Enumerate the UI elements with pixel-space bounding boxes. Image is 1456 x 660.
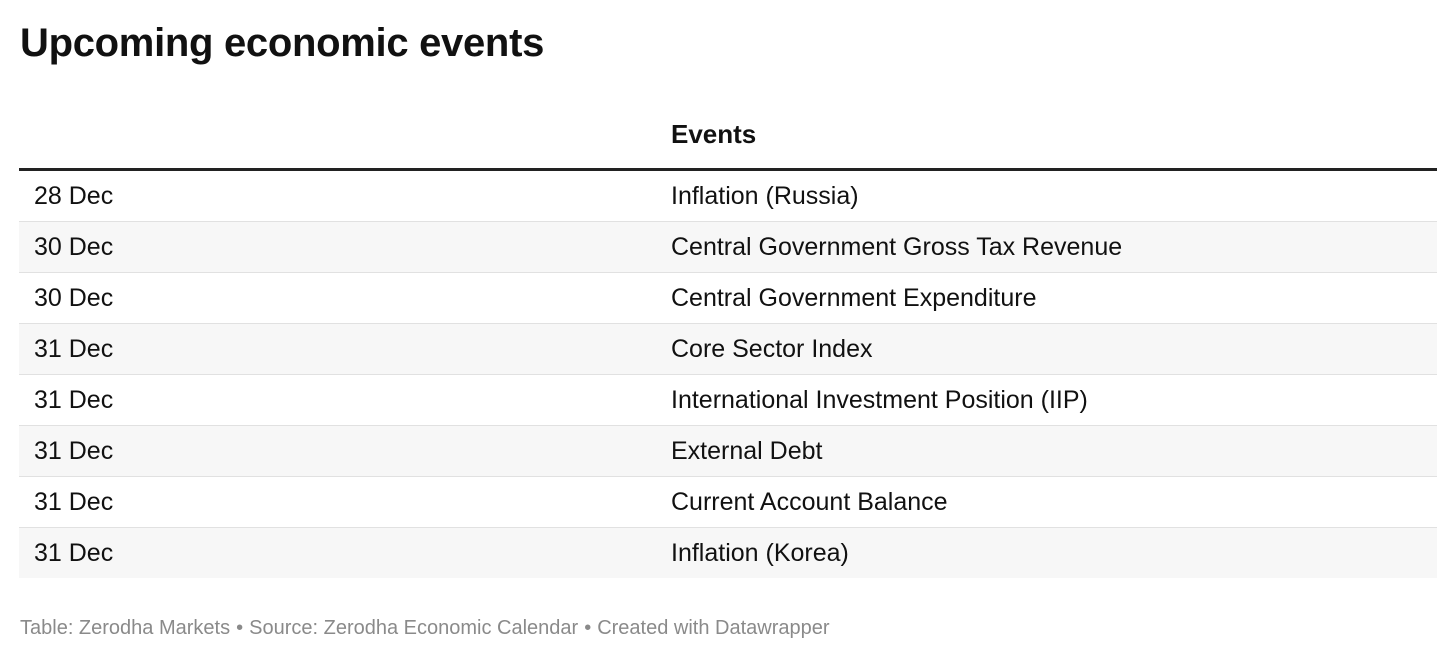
- table-title: Upcoming economic events: [20, 21, 545, 65]
- row-event-cell: Current Account Balance: [656, 476, 1437, 528]
- row-event-cell: Inflation (Korea): [656, 527, 1437, 578]
- footer-created-with: Created with Datawrapper: [597, 617, 830, 639]
- table-row: 31 Dec International Investment Position …: [19, 374, 1437, 426]
- row-date-cell: 31 Dec: [19, 374, 656, 426]
- footer-separator: •: [236, 617, 244, 639]
- row-date-cell: 30 Dec: [19, 272, 656, 324]
- row-event-cell: Central Government Gross Tax Revenue: [656, 221, 1437, 273]
- table-row: 31 Dec Inflation (Korea): [19, 527, 1437, 578]
- table-header-row: Events: [19, 100, 1437, 171]
- table-row: 31 Dec Current Account Balance: [19, 476, 1437, 528]
- row-date-cell: 31 Dec: [19, 476, 656, 528]
- column-header-date: [19, 100, 656, 171]
- table-row: 31 Dec Core Sector Index: [19, 323, 1437, 375]
- row-date-cell: 31 Dec: [19, 425, 656, 477]
- table-row: 28 Dec Inflation (Russia): [19, 169, 1437, 222]
- events-table-container: Events 28 Dec Inflation (Russia) 30 Dec Cen…: [19, 100, 1437, 578]
- table-row: 30 Dec Central Government Gross Tax Reven…: [19, 221, 1437, 273]
- table-footer: Table: Zerodha Markets • Source: Zerodha E…: [20, 615, 830, 641]
- row-date-cell: 30 Dec: [19, 221, 656, 273]
- footer-separator: •: [584, 617, 592, 639]
- row-date-cell: 28 Dec: [19, 169, 656, 222]
- footer-source: Source: Zerodha Economic Calendar: [249, 617, 579, 639]
- row-event-cell: Inflation (Russia): [656, 169, 1437, 222]
- row-event-cell: Core Sector Index: [656, 323, 1437, 375]
- table-row: 31 Dec External Debt: [19, 425, 1437, 477]
- column-header-events: Events: [656, 100, 1437, 171]
- row-event-cell: External Debt: [656, 425, 1437, 477]
- footer-table-credit: Table: Zerodha Markets: [20, 617, 231, 639]
- events-table: Events 28 Dec Inflation (Russia) 30 Dec Cen…: [19, 100, 1437, 578]
- row-event-cell: Central Government Expenditure: [656, 272, 1437, 324]
- row-date-cell: 31 Dec: [19, 323, 656, 375]
- row-event-cell: International Investment Position (IIP): [656, 374, 1437, 426]
- row-date-cell: 31 Dec: [19, 527, 656, 578]
- table-body: 28 Dec Inflation (Russia) 30 Dec Central Go…: [19, 169, 1437, 578]
- table-row: 30 Dec Central Government Expenditure: [19, 272, 1437, 324]
